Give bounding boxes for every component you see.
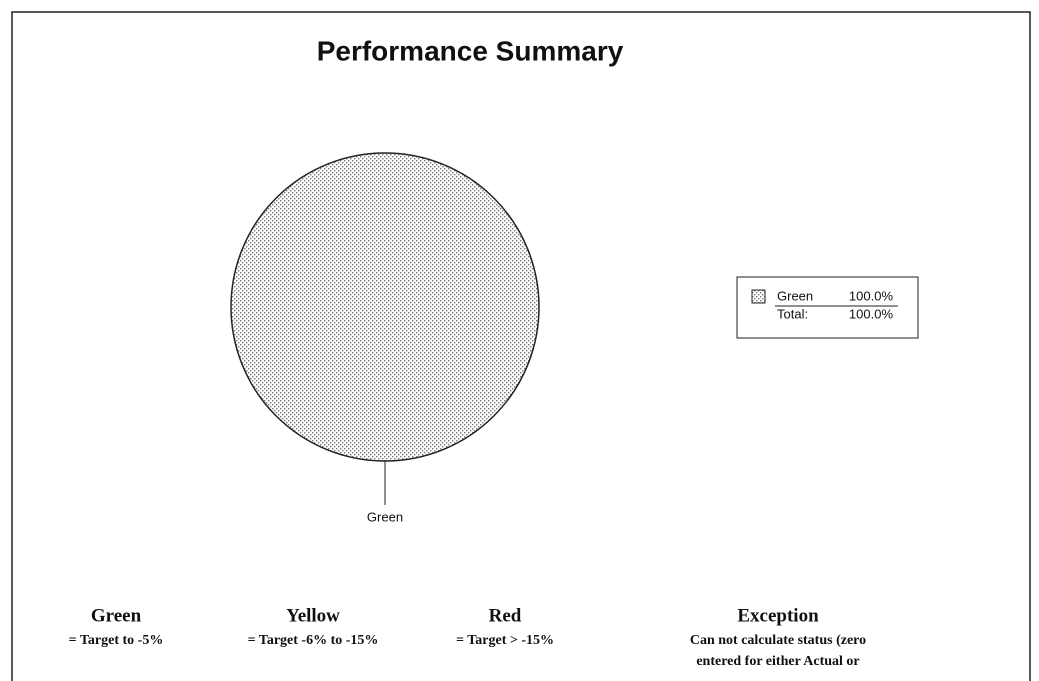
chart-title: Performance Summary	[317, 35, 624, 66]
legend-total-value: 100.0%	[849, 306, 894, 321]
legend-box	[736, 276, 919, 339]
key-desc: Can not calculate status (zero	[690, 633, 866, 648]
slice-label: Green	[367, 509, 403, 524]
key-desc: = Target to -5%	[69, 633, 164, 648]
frame	[11, 11, 1031, 681]
legend-total-label: Total:	[777, 306, 808, 321]
pie-slice	[230, 152, 540, 462]
legend-swatch	[751, 289, 766, 304]
key-desc: = Target -6% to -15%	[248, 633, 379, 648]
legend-label: Green	[777, 288, 813, 303]
key-name: Red	[489, 605, 522, 626]
key-desc: entered for either Actual or	[696, 654, 859, 669]
key-name: Green	[91, 605, 142, 626]
legend-value: 100.0%	[849, 288, 894, 303]
key-desc: = Target > -15%	[456, 633, 554, 648]
key-name: Exception	[737, 605, 819, 626]
key-name: Yellow	[286, 605, 340, 626]
